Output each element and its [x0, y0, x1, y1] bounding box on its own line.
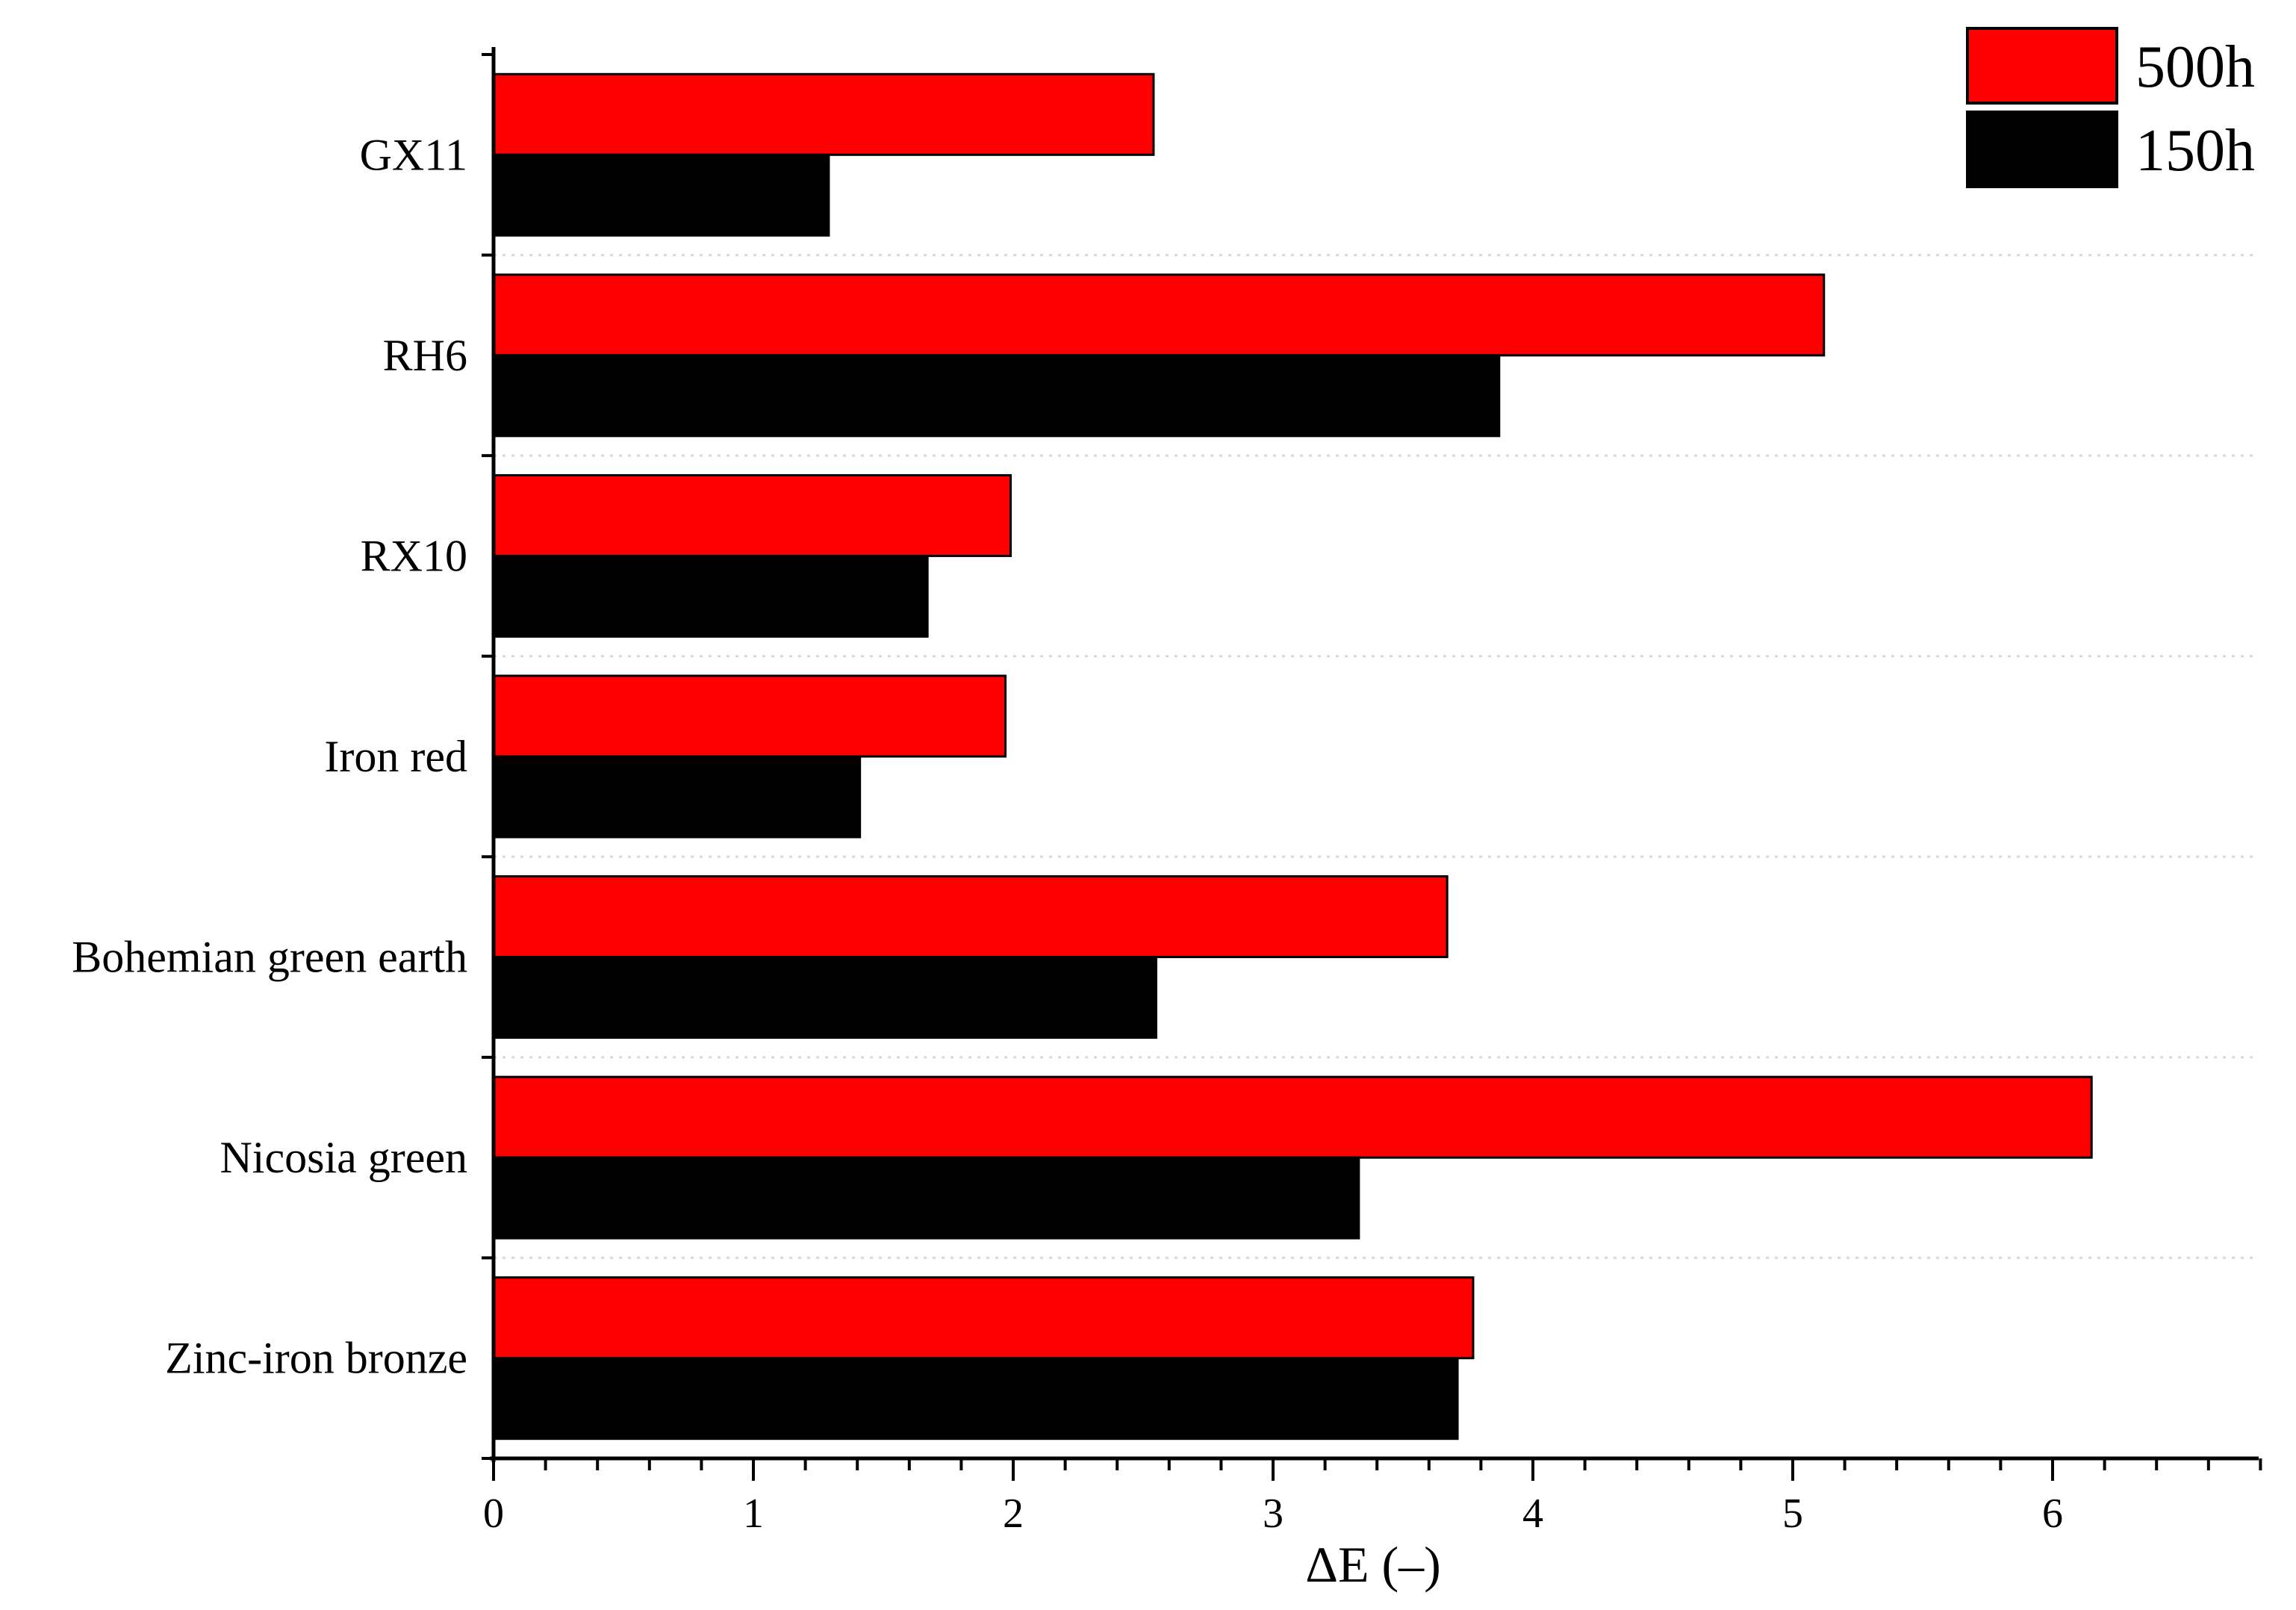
legend-swatch-150h	[1966, 111, 2118, 188]
y-tick-label: GX11	[360, 130, 467, 179]
x-tick-label: 4	[1522, 1491, 1543, 1537]
bar-150h	[492, 153, 830, 237]
bar-500h	[492, 674, 1007, 758]
legend-label: 500h	[2135, 34, 2255, 100]
y-tick-label: RH6	[383, 331, 467, 380]
bar-150h	[492, 956, 1157, 1039]
x-tick-label: 1	[743, 1491, 764, 1537]
bar-150h	[492, 1357, 1459, 1440]
y-tick-label: Nicosia green	[220, 1133, 467, 1182]
x-tick-label: 0	[483, 1491, 504, 1537]
x-tick-label: 5	[1782, 1491, 1803, 1537]
grid-lines	[494, 254, 2259, 1259]
bar-500h	[492, 273, 1826, 357]
x-tick-label: 6	[2042, 1491, 2063, 1537]
bar-150h	[492, 1156, 1360, 1240]
y-tick-label: Bohemian green earth	[72, 933, 467, 982]
bar-500h	[492, 473, 1012, 557]
bar-500h	[492, 875, 1449, 959]
x-axis-title: ΔE (–)	[1305, 1536, 1441, 1593]
legend-label: 150h	[2135, 118, 2255, 184]
y-tick-label: RX10	[361, 531, 467, 580]
x-tick-label: 3	[1263, 1491, 1284, 1537]
bar-150h	[492, 554, 929, 638]
bar-150h	[492, 755, 862, 839]
axis-labels: GX11 RH6 RX10 Iron red Bohemian green earth N…	[72, 130, 2063, 1537]
bar-500h	[492, 1276, 1475, 1360]
bar-150h	[492, 354, 1501, 438]
legend-swatch-500h	[1966, 27, 2118, 105]
y-tick-label: Zinc-iron bronze	[165, 1334, 467, 1383]
x-tick-label: 2	[1003, 1491, 1024, 1537]
bar-500h	[492, 72, 1155, 156]
axes	[482, 47, 2262, 1481]
bar-500h	[492, 1075, 2093, 1159]
y-tick-label: Iron red	[324, 732, 467, 781]
bars	[492, 72, 2093, 1440]
legend: 500h 150h	[1966, 27, 2255, 188]
